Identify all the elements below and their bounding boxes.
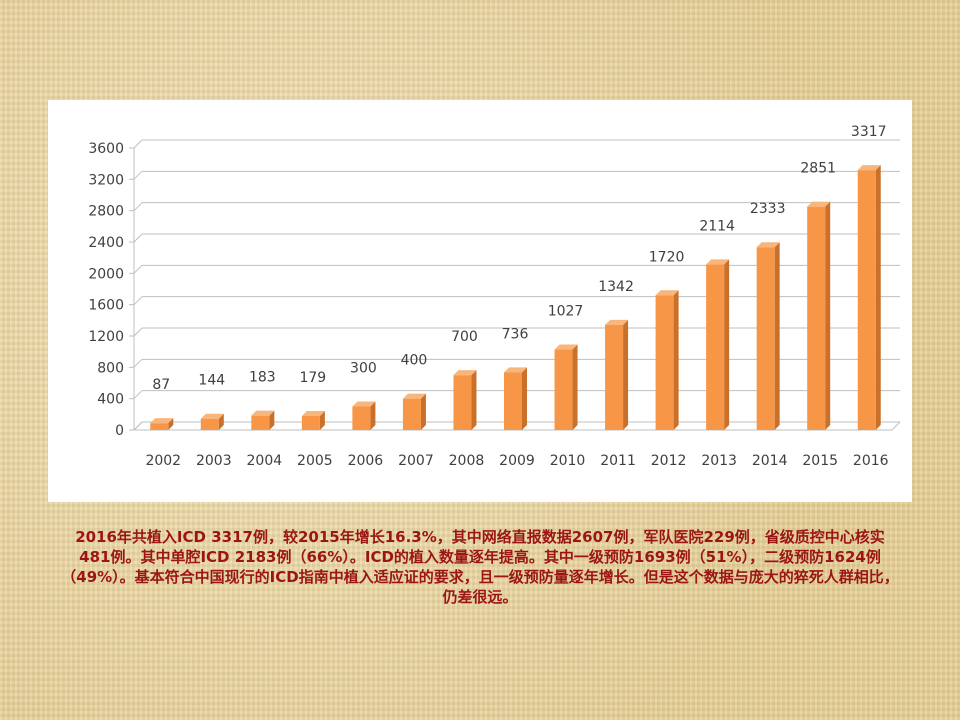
data-label: 300 [350,361,377,377]
gridline-diagonal [133,139,143,149]
bar-top [352,401,376,407]
bar-top [453,370,477,376]
bar [301,415,320,430]
bar-side [522,367,527,430]
data-label: 1342 [598,279,634,295]
bar-top [655,290,679,296]
bar-side [825,201,831,430]
bar-top [605,319,629,325]
data-label: 144 [198,373,225,389]
data-label: 179 [299,370,326,386]
chart-panel: 0 400 800 1200 1600 2000 2400 2800 3200 3600 87 200… [48,100,912,502]
bar [150,423,169,430]
bar-side [572,344,578,430]
y-tick-label: 2800 [88,204,124,220]
data-label: 1720 [649,249,685,265]
x-tick-label: 2006 [348,453,384,469]
gridline-diagonal [133,390,143,400]
bar-side [269,410,275,430]
data-label: 400 [401,353,428,369]
x-tick-label: 2002 [145,453,181,469]
gridline-diagonal [133,202,143,212]
y-tick-label: 400 [97,392,124,408]
bar [352,406,371,430]
bar [402,398,421,430]
y-tick-label: 3200 [88,172,124,188]
bar [251,415,270,430]
bar-side [673,290,679,430]
bar-side [370,401,376,430]
gridline-diagonal [133,358,143,368]
data-label: 2114 [699,218,735,234]
x-tick-label: 2013 [701,453,737,469]
bar [554,349,573,430]
x-tick-label: 2003 [196,453,232,469]
bar-top [554,344,578,350]
x-tick-label: 2014 [752,453,788,469]
data-label: 1027 [548,304,584,320]
bar-top [251,410,275,416]
bar-top [301,410,325,416]
bar-top [150,418,174,424]
bar [756,247,775,430]
gridline-diagonal [133,233,143,243]
bar-side [420,393,426,430]
bar-side [168,418,174,430]
bar-top [200,413,224,419]
bar [200,418,219,430]
data-label: 3317 [851,124,887,140]
y-tick-label: 800 [97,360,124,376]
y-tick-label: 0 [115,423,124,439]
bar-side [218,413,224,430]
gridline-diagonal [133,327,143,337]
data-label: 2333 [750,201,786,217]
y-tick-label: 2400 [88,235,124,251]
y-tick-label: 1600 [88,298,124,314]
y-tick-label: 2000 [88,266,124,282]
x-tick-label: 2004 [247,453,283,469]
bar [504,372,522,430]
y-tick-label: 1200 [88,329,124,345]
bar [857,170,876,430]
bar-top [756,242,780,248]
bar-chart: 0 400 800 1200 1600 2000 2400 2800 3200 3600 87 200… [88,124,901,469]
x-tick-label: 2010 [550,453,586,469]
bar-top [402,393,426,399]
data-label: 700 [451,329,478,345]
bar-top [504,367,527,373]
bar-side [319,410,325,430]
bar-top [706,259,730,265]
x-tick-label: 2016 [853,453,889,469]
data-label: 183 [249,370,276,386]
x-tick-label: 2015 [802,453,838,469]
gridline-diagonal [133,264,143,274]
gridline-diagonal [133,296,143,306]
floor-edge-right [891,421,901,431]
bar [655,295,674,430]
x-tick-label: 2011 [600,453,636,469]
gridline-diagonal [133,421,143,431]
data-label: 2851 [800,161,836,177]
x-tick-label: 2007 [398,453,434,469]
bar [605,324,624,430]
bar-side [724,259,730,430]
chart-caption: 2016年共植入ICD 3317例，较2015年增长16.3%，其中网络直报数据… [61,528,899,606]
gridline-diagonal [133,170,143,180]
bar-top [807,201,831,207]
x-tick-label: 2009 [499,453,535,469]
x-tick-label: 2005 [297,453,333,469]
bar [807,206,826,430]
bar [453,375,472,430]
data-label: 736 [502,326,529,342]
bar-side [875,165,881,430]
y-tick-label: 3600 [88,141,124,157]
bar-side [471,370,477,430]
data-label: 87 [152,377,170,393]
x-tick-label: 2008 [449,453,485,469]
bar-side [774,242,780,430]
bar-side [623,319,629,430]
bar-top [857,165,881,171]
x-tick-label: 2012 [651,453,687,469]
bar [706,264,725,430]
